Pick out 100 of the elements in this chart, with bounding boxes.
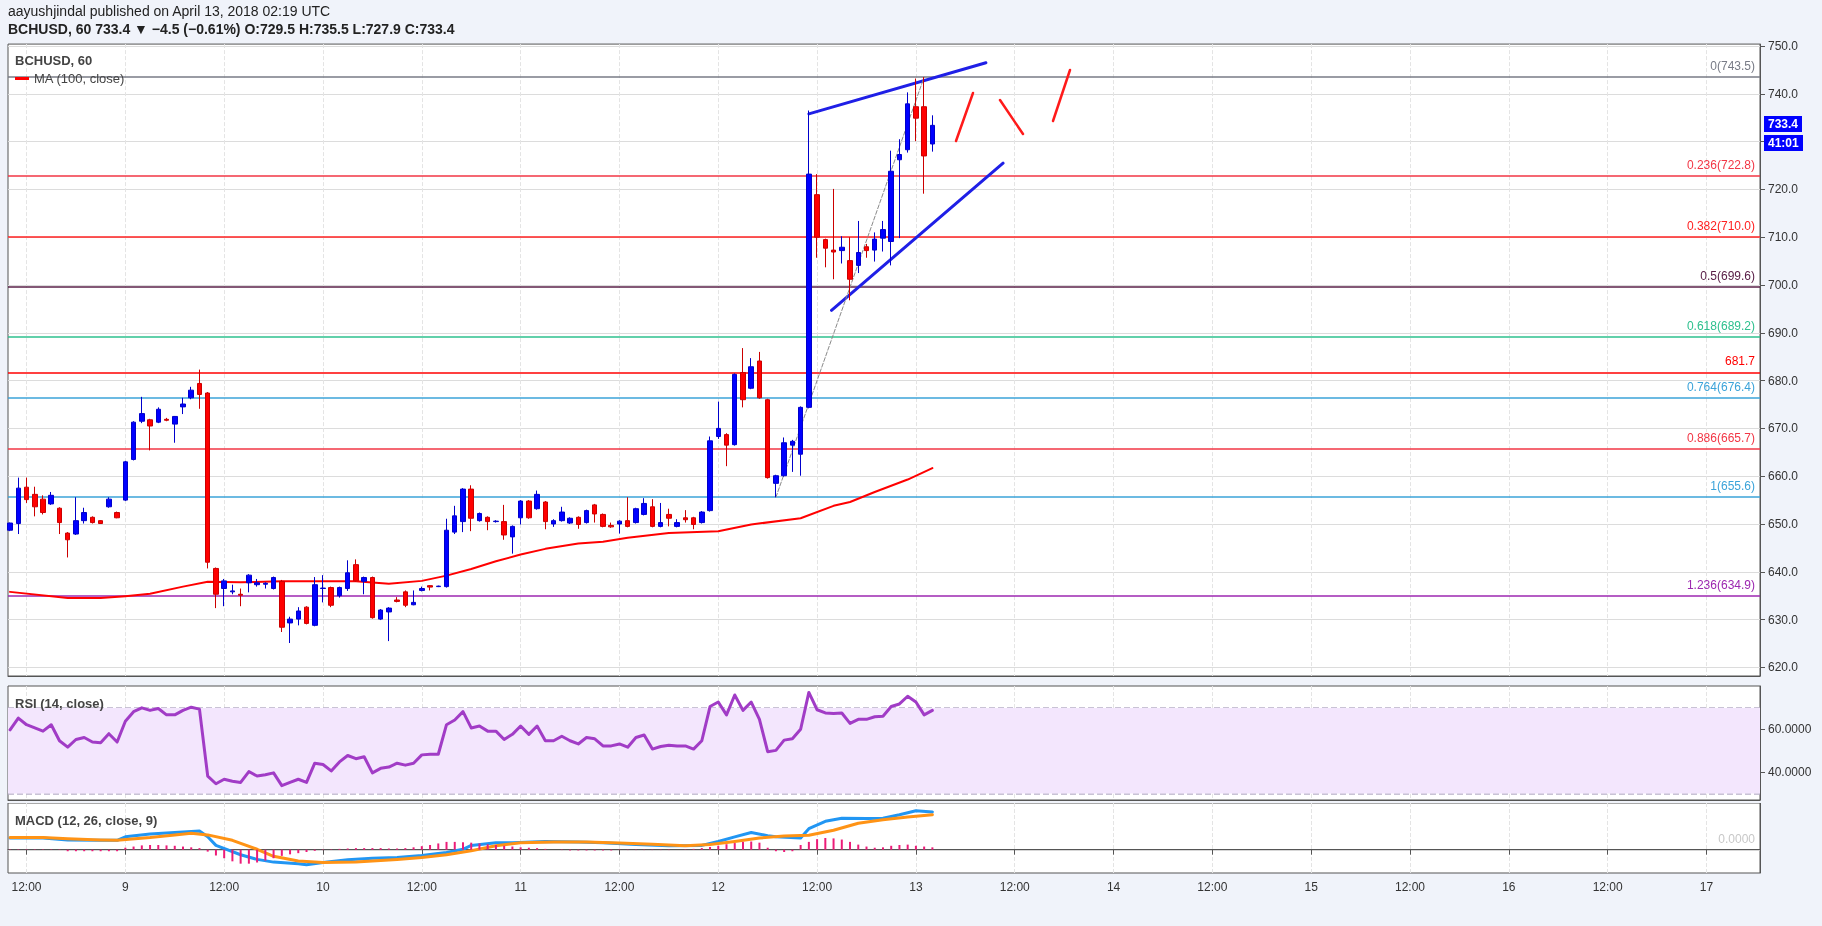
bar — [461, 842, 464, 850]
bar — [494, 845, 497, 850]
x-tick-label: 11 — [514, 880, 528, 894]
y-tick-label: 690.0 — [1768, 325, 1799, 340]
x-tick-label: 12:00 — [1395, 880, 1426, 894]
candlestick — [501, 504, 507, 541]
x-tick-label: 12 — [711, 880, 726, 894]
candlestick — [608, 522, 614, 529]
bar — [511, 846, 514, 850]
candlestick — [16, 477, 21, 535]
candlestick — [139, 396, 145, 424]
x-tick-label: 15 — [1304, 880, 1319, 894]
candlestick — [864, 243, 869, 259]
bar — [445, 841, 448, 850]
bar — [881, 847, 884, 850]
y-tick-label: 670.0 — [1768, 421, 1799, 436]
candlestick — [790, 439, 795, 473]
ref-line-label: 0.382(710.0) — [1686, 219, 1755, 234]
bar — [807, 841, 810, 850]
candlestick — [7, 522, 13, 532]
ref-line-label: 0.5(699.6) — [1700, 268, 1755, 283]
y-tick-label: 60.0000 — [1768, 722, 1812, 737]
candlestick — [90, 515, 95, 525]
candlestick — [921, 76, 927, 195]
ref-line-label: 0.886(665.7) — [1686, 430, 1755, 445]
candlestick — [658, 502, 663, 528]
candlestick — [403, 589, 408, 608]
text: 733.4 — [1764, 116, 1803, 133]
ref-line-label: 681.7 — [1724, 354, 1756, 369]
candlestick — [40, 494, 46, 515]
x-tick-label: 12:00 — [802, 880, 833, 894]
bar — [758, 842, 761, 850]
x-tick-label: 12:00 — [999, 880, 1031, 894]
candlestick — [65, 531, 70, 558]
bar — [741, 841, 744, 850]
candlestick — [378, 608, 383, 621]
candlestick — [188, 386, 194, 400]
candlestick — [468, 484, 474, 532]
bar — [931, 847, 934, 850]
candlestick — [880, 220, 886, 253]
x-tick-label: 14 — [1106, 880, 1121, 894]
bar — [816, 839, 819, 850]
y-tick-label: 620.0 — [1768, 660, 1799, 675]
candlestick — [361, 576, 367, 595]
bar — [470, 842, 473, 850]
bar — [857, 844, 860, 850]
candlestick — [543, 500, 548, 530]
candlestick — [600, 512, 606, 528]
text: aayushjindal published on April 13, 2018 02:19 UTC — [8, 2, 332, 20]
candlestick — [24, 477, 29, 504]
bar — [181, 846, 184, 850]
bar — [717, 845, 720, 850]
candlestick — [839, 235, 845, 264]
candlestick — [683, 509, 688, 524]
candlestick — [716, 401, 721, 440]
candlestick — [584, 509, 589, 525]
text: BCHUSD, 60 — [15, 53, 93, 68]
candlestick — [493, 519, 499, 524]
candlestick — [328, 586, 334, 608]
ref-line-label: 1(655.6) — [1710, 479, 1755, 494]
candlestick — [518, 499, 523, 525]
bar — [733, 843, 736, 850]
candlestick — [526, 499, 532, 520]
candlestick — [254, 578, 260, 588]
candlestick — [534, 490, 540, 511]
bar — [280, 849, 283, 856]
candlestick — [452, 505, 457, 535]
bar — [890, 845, 893, 850]
y-tick-label: 680.0 — [1768, 373, 1799, 388]
candlestick — [781, 436, 787, 478]
y-tick-label: 720.0 — [1768, 182, 1799, 197]
candlestick — [106, 496, 112, 509]
bar — [140, 845, 143, 850]
candlestick — [263, 581, 268, 590]
candlestick — [131, 420, 136, 461]
candlestick — [773, 474, 779, 498]
x-tick-label: 12:00 — [406, 880, 438, 894]
x-tick-label: 12:00 — [604, 880, 635, 894]
candlestick — [123, 460, 128, 502]
text: 41:01 — [1764, 135, 1803, 152]
candlestick — [897, 138, 902, 239]
candlestick — [625, 496, 630, 528]
bar — [429, 845, 432, 850]
bar — [799, 845, 802, 850]
x-tick-label: 17 — [1699, 880, 1714, 894]
candlestick — [304, 605, 309, 625]
candlestick — [823, 238, 828, 268]
y-tick-label: 700.0 — [1768, 278, 1799, 292]
bar — [190, 847, 193, 850]
bar — [923, 846, 926, 850]
candlestick — [765, 398, 770, 480]
candlestick — [114, 511, 120, 519]
bar — [503, 845, 506, 850]
bar — [173, 845, 176, 850]
candlestick — [444, 518, 449, 589]
x-tick-label: 9 — [122, 880, 130, 894]
candlestick — [748, 357, 754, 390]
bar — [256, 849, 259, 863]
bar — [264, 849, 267, 861]
candlestick — [510, 524, 515, 555]
